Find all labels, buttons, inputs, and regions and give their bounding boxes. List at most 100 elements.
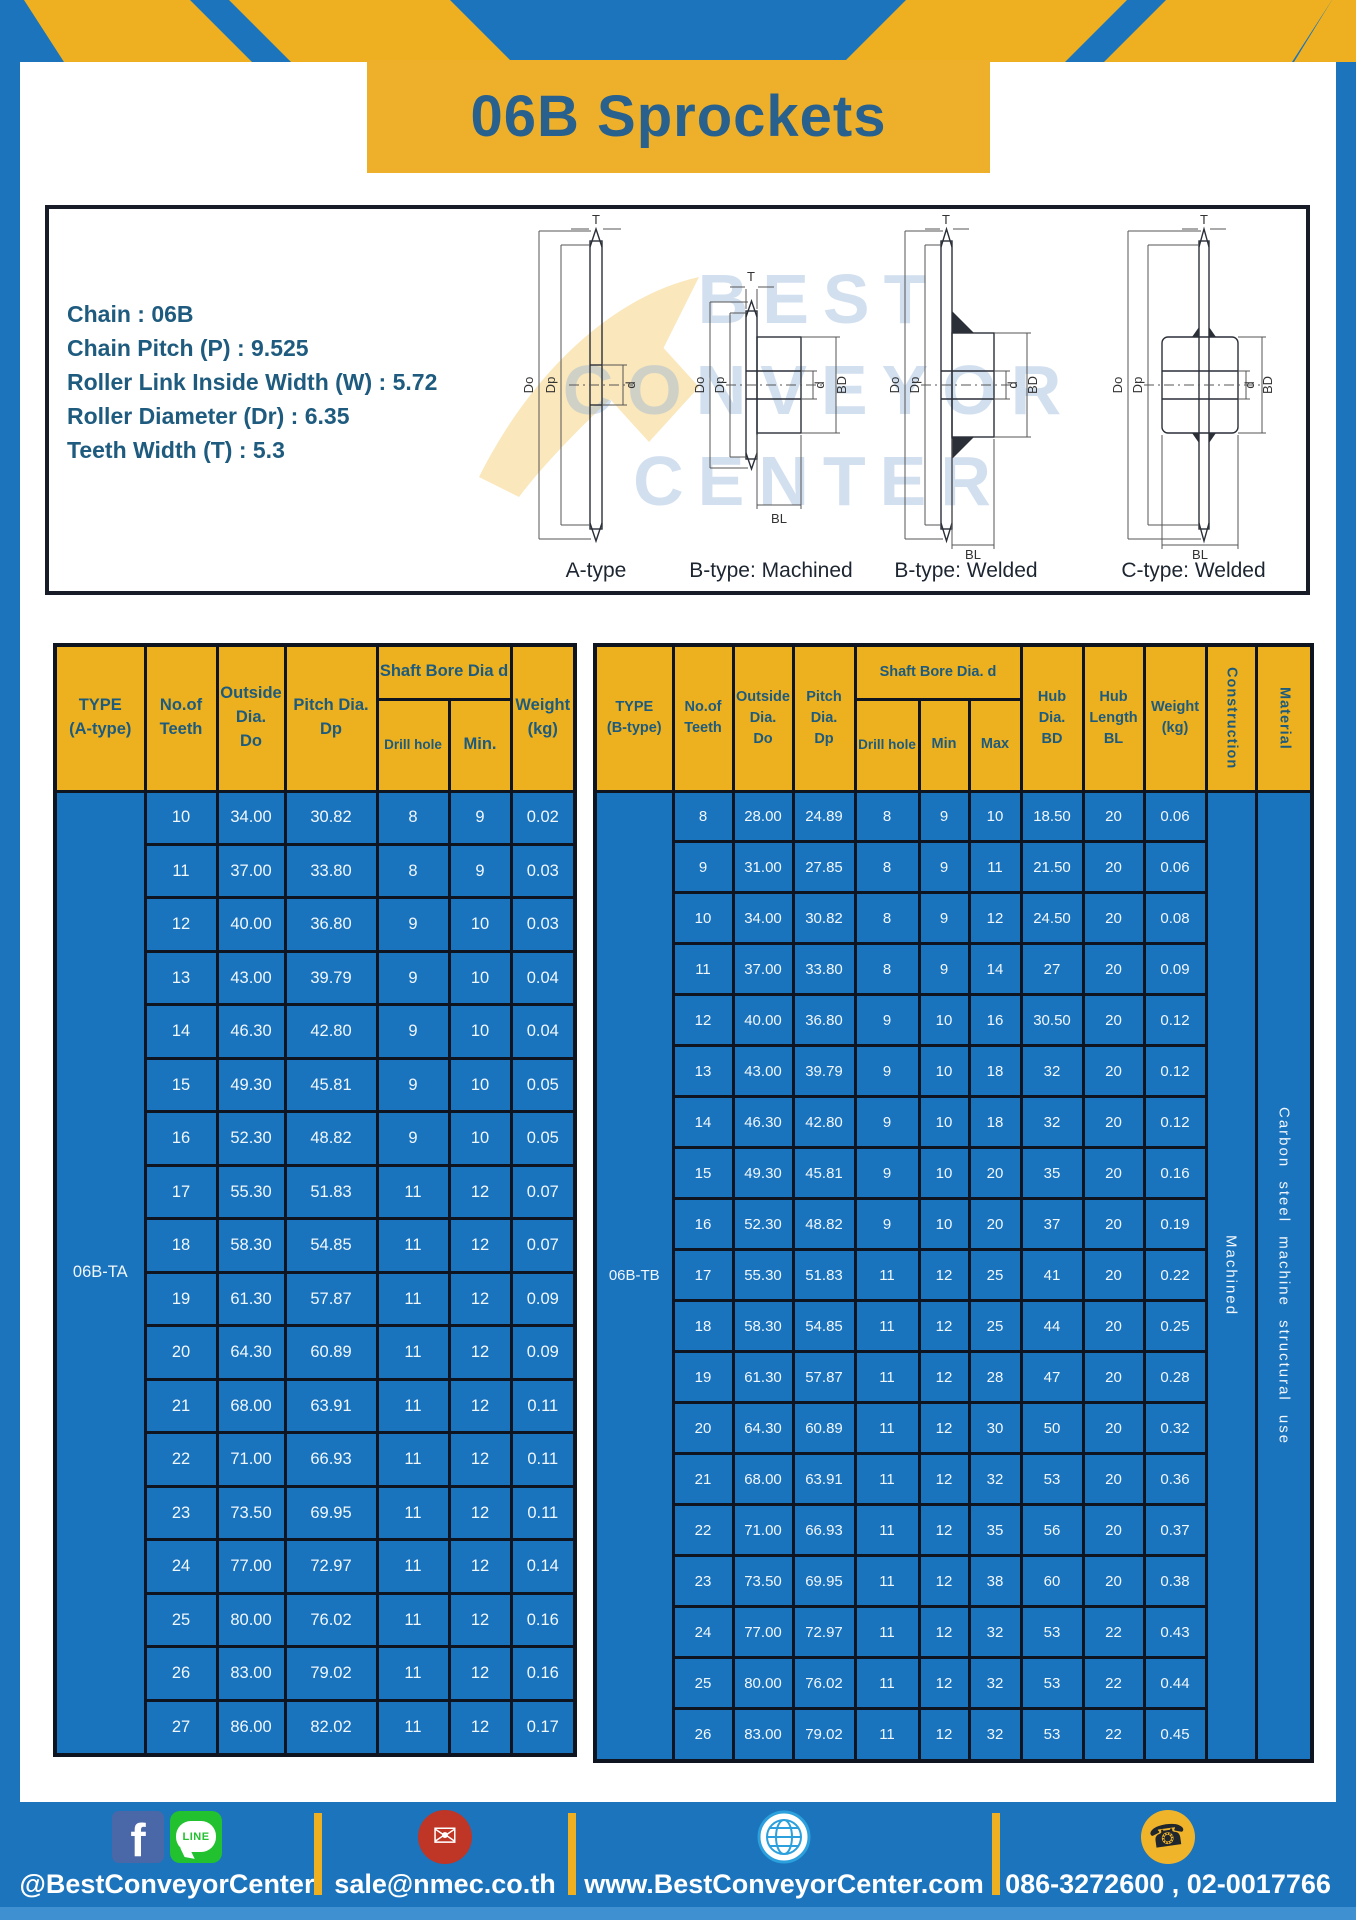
table-cell: 21 [143, 1377, 219, 1435]
table-cell: 33.80 [283, 842, 379, 900]
table-cell: 60.89 [283, 1324, 379, 1381]
table-cell: 0.25 [1142, 1299, 1208, 1354]
table-cell: 36.80 [791, 993, 857, 1048]
globe-icon [757, 1810, 811, 1863]
footer-phone-section: ☎ 086-3272600 , 02-0017766 [1000, 1809, 1336, 1900]
table-cell: 11 [853, 1452, 921, 1507]
col-header-min: Min. [447, 697, 513, 793]
table-row: 16 52.30 48.82 9 10 0.05 [55, 1110, 577, 1167]
table-row: 25 80.00 76.02 11 12 32 53 22 0.44 [595, 1656, 1312, 1711]
table-cell: 66.93 [283, 1431, 379, 1488]
table-row: 11 37.00 33.80 8 9 0.03 [55, 842, 577, 900]
table-cell: 69.95 [283, 1484, 379, 1542]
table-cell: 11 [671, 942, 735, 997]
table-cell: 80.00 [731, 1656, 795, 1711]
table-cell: 28.00 [731, 789, 795, 844]
sprocket-diagram-b-type-machined: T Do Dp d BD BL [692, 269, 849, 526]
table-cell: 20 [1081, 1350, 1146, 1405]
table-row: 9 31.00 27.85 8 9 11 21.50 20 0.06 [595, 840, 1312, 895]
table-cell: 32 [1019, 1044, 1085, 1099]
b-type-table-header: TYPE (B-type) No.of Teeth Outside Dia. D… [593, 643, 1314, 793]
table-cell: 46.30 [215, 1003, 287, 1060]
sprocket-diagram-c-type-welded: T Do Dp d BD BL [1110, 215, 1275, 560]
a-type-table-header: TYPE (A-type) No.of Teeth Outside Dia. D… [53, 643, 577, 793]
website-label: www.BestConveyorCenter.com [584, 1868, 984, 1899]
col-header-shaft-bore: Shaft Bore Dia d [375, 643, 513, 701]
table-cell: 0.09 [509, 1324, 577, 1381]
footer-website-section: www.BestConveyorCenter.com [576, 1809, 992, 1900]
table-cell: 22 [1081, 1707, 1146, 1763]
table-cell: 20 [1081, 789, 1146, 844]
table-cell: 80.00 [215, 1591, 287, 1649]
table-cell: 76.02 [791, 1656, 857, 1711]
b-type-spec-table: TYPE (B-type) No.of Teeth Outside Dia. D… [593, 643, 1314, 1763]
table-cell: 27 [1019, 942, 1085, 997]
table-cell: 58.30 [215, 1217, 287, 1274]
table-cell: 10 [917, 1044, 971, 1099]
table-cell: 52.30 [215, 1110, 287, 1167]
table-cell: 20 [1081, 1248, 1146, 1303]
table-row: 15 49.30 45.81 9 10 0.05 [55, 1056, 577, 1114]
table-cell: 12 [917, 1452, 971, 1507]
table-cell: 11 [375, 1431, 451, 1488]
table-cell: 45.81 [791, 1146, 857, 1201]
table-cell: 11 [375, 1377, 451, 1435]
table-cell: 30.82 [283, 789, 379, 846]
spec-separator: : [130, 301, 152, 327]
table-cell: 23 [671, 1554, 735, 1609]
col-header-outside-dia: Outside Dia. Do [731, 643, 795, 793]
table-cell: 11 [853, 1554, 921, 1609]
table-row: 17 55.30 51.83 11 12 0.07 [55, 1163, 577, 1221]
table-cell: 11 [375, 1538, 451, 1595]
table-cell: 18.50 [1019, 789, 1085, 844]
table-cell: 11 [967, 840, 1023, 895]
table-cell: 17 [671, 1248, 735, 1303]
table-cell: 0.17 [509, 1698, 577, 1757]
table-cell: 0.22 [1142, 1248, 1208, 1303]
table-cell: 49.30 [731, 1146, 795, 1201]
table-cell: 82.02 [283, 1698, 379, 1757]
table-cell: 31.00 [731, 840, 795, 895]
footer-divider [992, 1813, 1000, 1895]
table-cell: 0.32 [1142, 1401, 1208, 1456]
table-cell: 20 [143, 1324, 219, 1381]
spec-value: 9.525 [251, 335, 309, 361]
table-cell: 54.85 [791, 1299, 857, 1354]
table-cell: 12 [447, 1431, 513, 1488]
table-cell: 42.80 [791, 1095, 857, 1150]
dim-label-do: Do [887, 377, 902, 394]
spec-line: Chain Pitch (P) : 9.525 [67, 331, 437, 365]
table-cell: 22 [1081, 1605, 1146, 1660]
table-cell: 9 [917, 942, 971, 997]
table-cell: 73.50 [731, 1554, 795, 1609]
table-cell: 12 [143, 896, 219, 953]
table-cell: 11 [375, 1484, 451, 1542]
dim-label-t: T [1200, 215, 1208, 227]
table-row: 11 37.00 33.80 8 9 14 27 20 0.09 [595, 942, 1312, 997]
table-cell: 61.30 [215, 1270, 287, 1328]
col-header-hub-dia: Hub Dia. BD [1019, 643, 1085, 793]
dim-label-bl: BL [1192, 547, 1208, 560]
table-cell: 27 [143, 1698, 219, 1757]
table-cell: 16 [143, 1110, 219, 1167]
table-cell: 9 [375, 1056, 451, 1114]
table-cell: 24 [671, 1605, 735, 1660]
table-cell: 13 [671, 1044, 735, 1099]
spec-separator: : [372, 369, 393, 395]
watermark-line: BEST [697, 259, 941, 338]
table-cell: 86.00 [215, 1698, 287, 1757]
top-band-stripes [0, 0, 1356, 62]
watermark-text: BEST CONVEYOR CENTER [429, 225, 1209, 555]
table-cell: 18 [967, 1044, 1023, 1099]
table-row: 22 71.00 66.93 11 12 35 56 20 0.37 [595, 1503, 1312, 1558]
table-cell: 25 [967, 1248, 1023, 1303]
table-cell: 56 [1019, 1503, 1085, 1558]
table-cell: 11 [375, 1270, 451, 1328]
table-cell: 11 [853, 1656, 921, 1711]
table-cell: 0.43 [1142, 1605, 1208, 1660]
table-cell: 0.16 [1142, 1146, 1208, 1201]
table-row: 26 83.00 79.02 11 12 32 53 22 0.45 [595, 1707, 1312, 1763]
dim-label-bd: BD [1025, 376, 1040, 394]
col-header-construction: Construction [1204, 643, 1258, 793]
